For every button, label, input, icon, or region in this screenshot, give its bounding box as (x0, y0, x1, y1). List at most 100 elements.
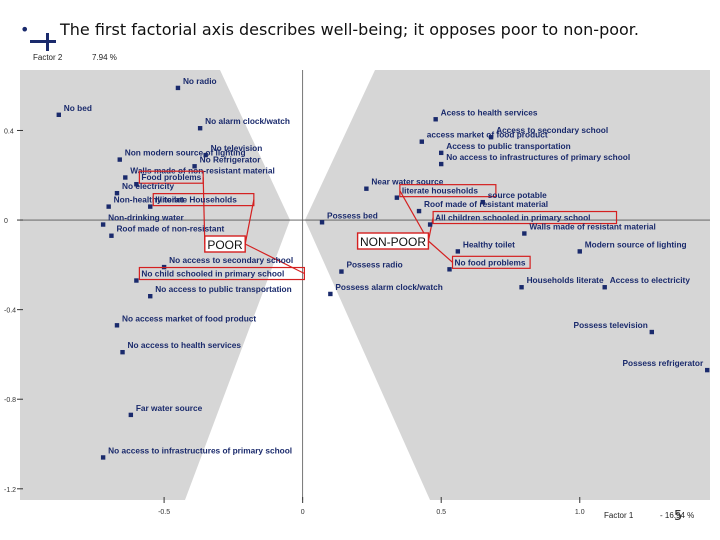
data-point (519, 285, 524, 290)
slide-title: The first factorial axis describes well-… (60, 20, 639, 39)
y-tick-label: 0 (4, 218, 8, 225)
data-point (439, 161, 444, 167)
y-tick-label: 0.4 (4, 128, 14, 135)
highlight-box (432, 210, 618, 225)
highlight-box (451, 255, 531, 269)
y-axis-percent: 7.94 % (92, 53, 117, 62)
point-label: No access to health services (128, 340, 242, 350)
point-label: Roof made of resistant material (424, 199, 548, 209)
point-label: source potable (488, 190, 547, 200)
point-label: Acess to health services (441, 107, 538, 117)
group-label-box (204, 235, 246, 253)
point-label: Access to secondary school (496, 125, 608, 135)
point-label: No television (211, 143, 263, 153)
data-point (364, 186, 369, 191)
data-point (120, 349, 125, 355)
data-point (705, 367, 710, 373)
data-point (455, 249, 461, 254)
data-point (203, 152, 208, 158)
point-label: literate households (402, 186, 478, 196)
point-label: Access to electricity (610, 275, 691, 285)
point-label: All children schooled in primary school (435, 213, 590, 223)
plot-background (20, 70, 710, 500)
highlight-box (152, 193, 255, 207)
data-point (148, 293, 153, 299)
point-label: Healthy toilet (463, 239, 515, 249)
data-point (109, 233, 114, 238)
group-links (202, 177, 453, 275)
highlight-box (138, 170, 204, 184)
point-label: No access to infrastructures of primary … (108, 445, 292, 455)
point-label: Roof made of non-resistant (116, 224, 224, 234)
point-label: Non-healthy toilet (114, 195, 184, 205)
point-label: Households literate (527, 275, 604, 285)
axes: -0.5 0 0.5 1.0 0.4 0 -0.4 -0.8 -1.2 (4, 70, 710, 516)
data-point (416, 208, 422, 214)
data-point (447, 267, 452, 272)
point-label: Food problems (141, 172, 201, 182)
x-tick-label: 0 (301, 509, 305, 516)
y-axis-label: Factor 2 (33, 53, 63, 62)
point-label: No electricity (122, 181, 174, 191)
data-point (439, 150, 444, 156)
data-point (100, 222, 106, 227)
point-label: Access to public transportation (446, 141, 570, 151)
point-label: Walls made of resistant material (529, 221, 656, 231)
point-label: No child schooled in primary school (141, 269, 284, 279)
data-point (192, 164, 197, 169)
point-label: No Refrigerator (200, 154, 262, 164)
point-label: Possess bed (327, 210, 378, 220)
group-link-line (244, 243, 305, 275)
point-label: No access to public transportation (155, 284, 291, 294)
group-link-line (427, 217, 434, 242)
group-label-box (356, 232, 430, 250)
x-tick-label: -0.5 (158, 509, 170, 516)
point-label: Far water source (136, 403, 203, 413)
data-point (522, 231, 527, 236)
point-labels: No bed No radio No alarm clock/watch Non mo… (64, 76, 704, 456)
data-point (134, 278, 139, 283)
point-label: No access to infrastructures of primary … (446, 152, 630, 162)
x-tick-label: 0.5 (436, 509, 446, 516)
point-label: Possess alarm clock/watch (335, 282, 442, 292)
data-point (649, 329, 655, 335)
data-point (123, 175, 128, 180)
group-link-line (244, 199, 255, 245)
point-label: access market of food product (427, 130, 548, 140)
point-label: No access to secondary school (169, 255, 293, 265)
x-tick-label: 1.0 (575, 509, 585, 516)
group-link-line (202, 177, 206, 245)
data-point (427, 222, 433, 227)
point-label: Near water source (371, 177, 443, 187)
data-point (114, 323, 120, 328)
highlight-box (138, 266, 305, 281)
point-label: No bed (64, 103, 92, 113)
title-decoration-vertical (46, 33, 49, 51)
separation-band (185, 70, 430, 500)
data-point (197, 126, 203, 131)
point-label: Modern source of lighting (585, 239, 687, 249)
point-label: Walls made of non-resistant material (130, 166, 274, 176)
y-tick-label: -1.2 (4, 487, 16, 494)
data-point (328, 291, 333, 297)
title-decoration (30, 40, 56, 43)
data-point (480, 199, 485, 205)
point-label: No radio (183, 76, 217, 86)
data-points (56, 85, 710, 460)
group-link-line (428, 240, 453, 263)
point-label: No food problems (455, 257, 526, 267)
point-label: Possess radio (346, 260, 402, 270)
bullet-icon: • (20, 20, 30, 39)
data-point (114, 190, 120, 196)
y-tick-label: -0.4 (4, 308, 16, 315)
point-label: Non modern source of lighting (125, 148, 246, 158)
data-point (106, 204, 111, 209)
data-point (161, 264, 167, 270)
data-point (339, 269, 344, 274)
data-point (128, 412, 134, 418)
data-point (148, 204, 153, 209)
data-point (319, 220, 325, 225)
point-label: No alarm clock/watch (205, 116, 290, 126)
highlight-box (399, 184, 497, 198)
